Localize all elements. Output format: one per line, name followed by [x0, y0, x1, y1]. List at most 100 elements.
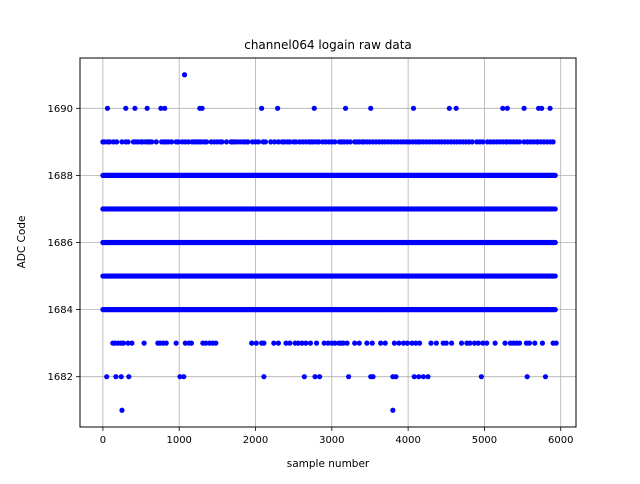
data-point [175, 139, 182, 145]
data-point [262, 139, 269, 145]
data-point [144, 105, 150, 111]
data-point [307, 340, 314, 346]
data-point [321, 340, 327, 346]
data-point [125, 139, 131, 145]
data-point [311, 105, 317, 111]
data-point [275, 340, 281, 346]
data-point [313, 340, 320, 346]
data-point [521, 105, 527, 111]
x-tick-label: 5000 [472, 435, 497, 446]
y-tick-label: 1686 [48, 238, 73, 249]
data-point [203, 340, 209, 346]
x-tick-label: 4000 [395, 435, 420, 446]
data-point [344, 340, 350, 346]
data-point [123, 105, 129, 111]
data-point [299, 340, 305, 346]
y-tick-label: 1682 [48, 372, 73, 383]
axis-ticks: 0 1000 2000 3000 4000 5000 6000 1682 1684 1686 168… [48, 104, 574, 446]
data-point [484, 340, 490, 346]
data-point [410, 105, 417, 111]
y-tick-label: 1688 [48, 171, 73, 182]
data-point [480, 340, 486, 346]
data-point [114, 139, 120, 145]
data-point [552, 239, 558, 246]
data-point [301, 374, 307, 380]
data-point [425, 374, 431, 380]
data-point [502, 340, 508, 346]
x-axis-label: sample number [287, 458, 370, 470]
data-point [396, 340, 402, 346]
data-point [245, 139, 251, 145]
data-point [340, 340, 346, 346]
data-point [539, 340, 546, 346]
data-point [204, 139, 210, 145]
data-point [364, 340, 370, 346]
data-point [368, 105, 374, 111]
data-point [416, 340, 423, 346]
data-point [550, 139, 556, 145]
data-point [149, 139, 155, 145]
data-point [552, 306, 558, 313]
data-point [539, 105, 545, 111]
data-point [125, 340, 131, 346]
data-point [104, 374, 110, 380]
data-point [118, 374, 124, 380]
x-tick-label: 3000 [319, 435, 344, 446]
data-point [283, 340, 289, 346]
data-point [249, 340, 255, 346]
data-point [552, 172, 558, 179]
data-point [132, 105, 138, 111]
data-point [443, 340, 449, 346]
data-point [404, 340, 410, 346]
data-point [492, 340, 498, 346]
data-point [219, 139, 225, 145]
data-point [162, 105, 168, 111]
x-tick-label: 0 [100, 435, 106, 446]
data-point [378, 340, 384, 346]
data-point [413, 340, 419, 346]
data-point [524, 374, 530, 380]
data-point [346, 374, 352, 380]
data-point [158, 105, 164, 111]
data-point [458, 340, 465, 346]
data-point [113, 374, 119, 380]
data-point [120, 340, 127, 346]
data-point [316, 139, 322, 145]
data-point [104, 105, 111, 111]
data-point [369, 340, 375, 346]
data-point [516, 340, 523, 346]
data-point [500, 105, 506, 111]
y-tick-label: 1684 [48, 305, 73, 316]
x-tick-label: 1000 [166, 435, 191, 446]
y-axis-label: ADC Code [16, 216, 28, 269]
data-point [119, 139, 125, 145]
data-point [177, 374, 183, 380]
data-point [332, 340, 338, 346]
data-point [416, 374, 422, 380]
data-point [287, 340, 293, 346]
data-point [400, 340, 407, 346]
data-points [100, 72, 559, 413]
data-point [480, 139, 486, 145]
data-point [261, 374, 267, 380]
data-point [271, 139, 278, 145]
data-point [370, 374, 376, 380]
data-point [168, 139, 175, 145]
data-point [287, 139, 293, 145]
data-point [469, 139, 475, 145]
data-point [126, 374, 132, 380]
data-point [255, 139, 262, 145]
data-point [271, 340, 277, 346]
chart-title: channel064 logain raw data [244, 38, 412, 52]
data-point [478, 374, 484, 380]
data-point [475, 340, 481, 346]
data-point [141, 340, 147, 346]
data-point [409, 340, 415, 346]
data-point [312, 374, 318, 380]
data-point [295, 340, 301, 346]
data-point [342, 105, 349, 111]
data-point [129, 340, 135, 346]
data-point [446, 105, 452, 111]
data-point [293, 139, 299, 145]
